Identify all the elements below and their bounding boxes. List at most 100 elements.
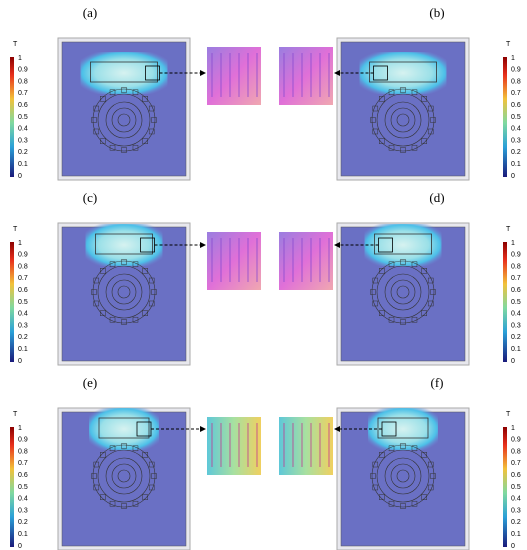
colorbar [503, 57, 507, 177]
rotor-tooth [100, 96, 106, 102]
panel: (f) T1 0.9 0.8 0.7 0.6 0.5 0.4 0.3 0.2 0.1 0 [279, 375, 521, 550]
colorbar-tick-label: 0.4 [511, 311, 521, 318]
rotor-tooth [151, 473, 157, 479]
colorbar-tick-label: 0.2 [511, 149, 521, 156]
rotor-tooth [93, 105, 100, 112]
magnet [95, 233, 153, 255]
colorbar-tick-label: 0 [511, 543, 515, 550]
panel-label: (f) [431, 375, 444, 390]
rotor-ring [376, 93, 430, 147]
rotor-tooth [427, 277, 434, 284]
field-glow [85, 224, 163, 266]
inset [279, 232, 333, 290]
magnet [98, 417, 150, 439]
rotor-tooth [370, 117, 376, 123]
rotor-tooth [411, 89, 418, 96]
inset [207, 232, 261, 290]
colorbar-title: T [13, 41, 18, 48]
colorbar-tick-label: 0.5 [18, 114, 28, 121]
colorbar-tick-label: 0.9 [18, 67, 28, 74]
colorbar-tick-label: 0.1 [18, 161, 28, 168]
colorbar [503, 242, 507, 362]
colorbar-tick-label: 0.1 [511, 346, 521, 353]
rotor-ring [384, 457, 422, 495]
colorbar-tick-label: 0.4 [18, 126, 28, 133]
rotor-tooth [379, 310, 385, 316]
rotor-ring [390, 107, 416, 133]
colorbar-tick-label: 0.3 [511, 322, 521, 329]
rotor-tooth [151, 289, 157, 295]
rotor-tooth [400, 87, 406, 93]
rotor-tooth [427, 128, 434, 135]
colorbar-tick-label: 0.4 [511, 126, 521, 133]
colorbar-tick-label: 0.7 [511, 460, 521, 467]
rotor-tooth [372, 461, 379, 468]
rotor-ring [390, 463, 416, 489]
rotor-tooth [132, 445, 139, 452]
rotor-tooth [379, 96, 385, 102]
rotor-tooth [121, 87, 127, 93]
rotor-tooth [400, 259, 406, 265]
colorbar-tick-label: 0.3 [18, 322, 28, 329]
rotor-ring [105, 101, 143, 139]
colorbar-tick-label: 0.4 [18, 496, 28, 503]
rotor-tooth [379, 138, 385, 144]
colorbar-tick-label: 1 [18, 240, 22, 247]
colorbar-tick-label: 0.9 [511, 252, 521, 259]
rotor-tooth [100, 494, 106, 500]
field-glow [80, 52, 168, 94]
colorbar-tick-label: 0.5 [511, 114, 521, 121]
rotor-ring [376, 449, 430, 503]
colorbar-tick-label: 0.5 [511, 484, 521, 491]
rotor-tooth [121, 259, 127, 265]
rotor-tooth [411, 445, 418, 452]
colorbar [503, 427, 507, 547]
colorbar-tick-label: 0.2 [18, 334, 28, 341]
rotor-tooth [100, 268, 106, 274]
rotor-tooth [372, 128, 379, 135]
rotor-tooth [388, 445, 395, 452]
rotor-tooth [411, 316, 418, 323]
rotor-tooth [93, 484, 100, 491]
rotor-tooth [421, 452, 427, 458]
colorbar-tick-label: 1 [18, 425, 22, 432]
rotor-tooth [388, 500, 395, 507]
rotor-tooth [421, 268, 427, 274]
rotor-tooth [100, 310, 106, 316]
rotor-tooth [132, 261, 139, 268]
colorbar-tick-label: 0 [18, 543, 22, 550]
rotor-tooth [93, 277, 100, 284]
rotor-tooth [109, 500, 116, 507]
colorbar [10, 427, 14, 547]
rotor-ring [92, 444, 156, 508]
rotor-ring [396, 285, 410, 299]
rotor-tooth [411, 261, 418, 268]
rotor-tooth [372, 105, 379, 112]
rotor-ring [390, 279, 416, 305]
magnet [90, 61, 158, 83]
colorbar-tick-label: 0.4 [511, 496, 521, 503]
rotor-tooth [109, 144, 116, 151]
magnet [369, 61, 437, 83]
rotor-tooth [148, 105, 155, 112]
rotor-tooth [148, 128, 155, 135]
rotor-ring [111, 279, 137, 305]
rotor-ring [371, 444, 435, 508]
colorbar-tick-label: 0.6 [18, 472, 28, 479]
colorbar [10, 57, 14, 177]
colorbar-tick-label: 1 [18, 55, 22, 62]
rotor-tooth [427, 484, 434, 491]
rotor-tooth [421, 138, 427, 144]
rotor-tooth [93, 300, 100, 307]
rotor-tooth [400, 147, 406, 153]
colorbar-tick-label: 0.1 [18, 531, 28, 538]
colorbar-tick-label: 0.4 [18, 311, 28, 318]
colorbar-tick-label: 1 [511, 425, 515, 432]
rotor-tooth [388, 89, 395, 96]
rotor-tooth [370, 289, 376, 295]
rotor-tooth [121, 319, 127, 325]
rotor-tooth [109, 261, 116, 268]
panel: (d) T1 0.9 0.8 0.7 0.6 0.5 0.4 0.3 0.2 0.1 0 [279, 190, 521, 366]
colorbar-tick-label: 0.3 [18, 507, 28, 514]
colorbar-tick-label: 0.8 [511, 448, 521, 455]
